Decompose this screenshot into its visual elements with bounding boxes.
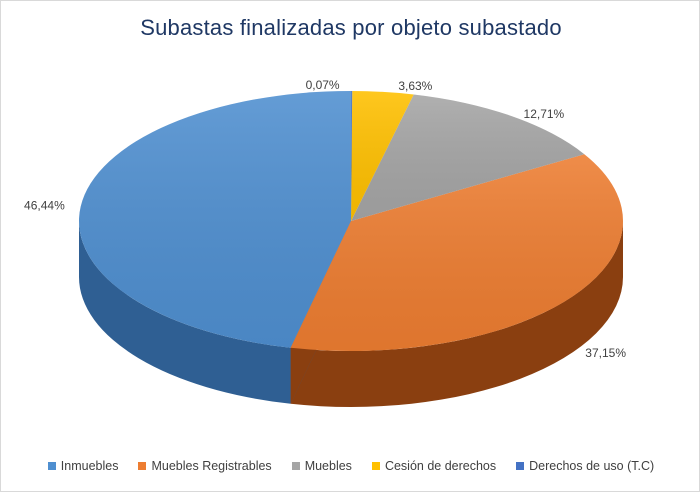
data-label-3: 12,71% [524,107,565,121]
legend-item-4: Cesión de derechos [371,459,497,473]
pie-slice-shade-3 [351,94,585,221]
pie-tops [78,91,624,352]
legend-label: Muebles Registrables [151,459,272,473]
legend-label: Derechos de uso (T.C) [529,459,655,473]
legend-item-3: Muebles [291,459,352,473]
legend: Inmuebles Muebles Registrables Muebles Cesi… [1,459,700,473]
pie-slice-shade-2 [290,154,624,352]
data-label-5: 0,07% [306,78,340,92]
legend-item-2: Muebles Registrables [138,459,272,473]
pie-side-2 [290,221,623,407]
legend-swatch [138,462,147,470]
legend-item-1: Inmuebles [47,459,119,473]
pie-labels: 46,44% 37,15% 12,71% 3,63% 0,07% [24,78,626,360]
legend-swatch [47,462,56,470]
data-label-1: 46,44% [24,198,65,212]
legend-label: Muebles [304,459,352,473]
data-label-2: 37,15% [585,346,626,360]
legend-label: Cesión de derechos [384,459,497,473]
legend-swatch [516,462,525,470]
pie-slice-shade-4 [351,91,414,222]
data-label-4: 3,63% [398,79,432,93]
chart-title: Subastas finalizadas por objeto subastad… [140,15,562,40]
legend-label: Inmuebles [60,459,119,473]
pie-side-1 [78,221,291,404]
legend-swatch [371,462,380,470]
pie-slice-shade-1 [78,91,352,348]
legend-swatch [291,462,300,470]
pie-slice-shade-5 [351,91,353,221]
legend-item-5: Derechos de uso (T.C) [516,459,654,473]
